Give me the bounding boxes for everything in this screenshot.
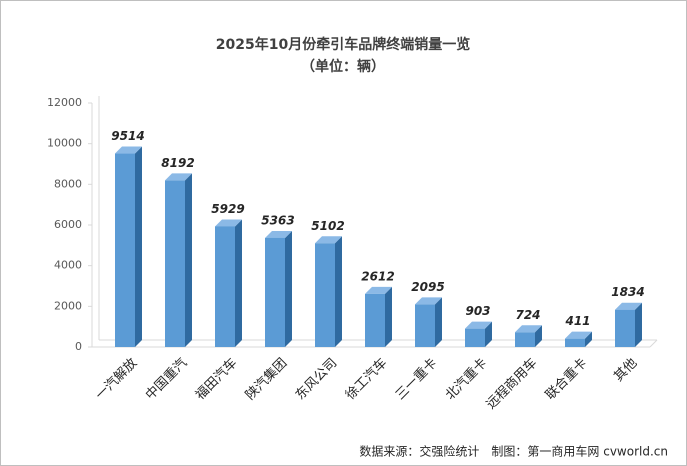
bar-front [115, 153, 135, 347]
bar-side [235, 219, 242, 347]
bar [515, 325, 542, 347]
y-tick-label: 12000 [47, 96, 82, 109]
chart-title: 2025年10月份牵引车品牌终端销量一览 [216, 36, 470, 53]
bar-top [215, 219, 242, 227]
bar-front [365, 293, 385, 347]
bar [465, 321, 492, 347]
chart-subtitle: （单位：辆） [301, 58, 385, 75]
value-label: 5102 [311, 219, 344, 233]
y-tick-label: 8000 [54, 177, 82, 190]
y-tick-label: 6000 [54, 218, 82, 231]
bar [165, 173, 192, 347]
bar [565, 331, 592, 347]
value-label: 5929 [211, 202, 244, 216]
bar-side [135, 146, 142, 347]
bar-front [565, 338, 585, 347]
bar [365, 286, 392, 347]
bar-top [115, 146, 142, 154]
bar-side [485, 321, 492, 347]
bar-front [215, 226, 235, 347]
bar-front [165, 180, 185, 347]
bar-top [365, 286, 392, 294]
bar-front [465, 328, 485, 347]
bar [315, 236, 342, 347]
bar [115, 146, 142, 347]
bar-front [265, 237, 285, 347]
value-label: 5363 [261, 213, 294, 227]
bar-front [515, 332, 535, 347]
bar-front [415, 304, 435, 347]
value-label: 9514 [111, 129, 144, 143]
bar-top [315, 236, 342, 244]
value-label: 2095 [411, 280, 444, 294]
value-label: 8192 [161, 156, 194, 170]
bar-side [335, 236, 342, 347]
value-label: 1834 [611, 285, 644, 299]
bar-side [535, 325, 542, 347]
bar-front [615, 309, 635, 347]
bar-front [315, 243, 335, 347]
value-label: 411 [564, 314, 590, 328]
bar [265, 230, 292, 347]
y-tick-label: 2000 [54, 299, 82, 312]
bar-top [165, 173, 192, 181]
value-label: 903 [465, 304, 490, 318]
bar-side [385, 286, 392, 347]
y-tick-label: 10000 [47, 137, 82, 150]
bar-top [265, 230, 292, 238]
bar-side [185, 173, 192, 347]
bar [615, 302, 642, 347]
bar-top [465, 321, 492, 329]
bar-top [615, 302, 642, 310]
bar-side [585, 331, 592, 347]
bar [415, 297, 442, 347]
bar-side [635, 302, 642, 347]
bar [215, 219, 242, 347]
bar-top [415, 297, 442, 305]
bar-side [435, 297, 442, 347]
bar-side [285, 230, 292, 347]
source-note: 数据来源：交强险统计 制图：第一商用车网 cvworld.cn [359, 444, 668, 459]
y-tick-label: 0 [75, 340, 82, 353]
floor-edge [649, 339, 658, 348]
value-label: 2612 [361, 269, 394, 283]
y-tick-label: 4000 [54, 259, 82, 272]
value-label: 724 [515, 308, 540, 322]
bar-top [565, 331, 592, 339]
bar-top [515, 325, 542, 333]
